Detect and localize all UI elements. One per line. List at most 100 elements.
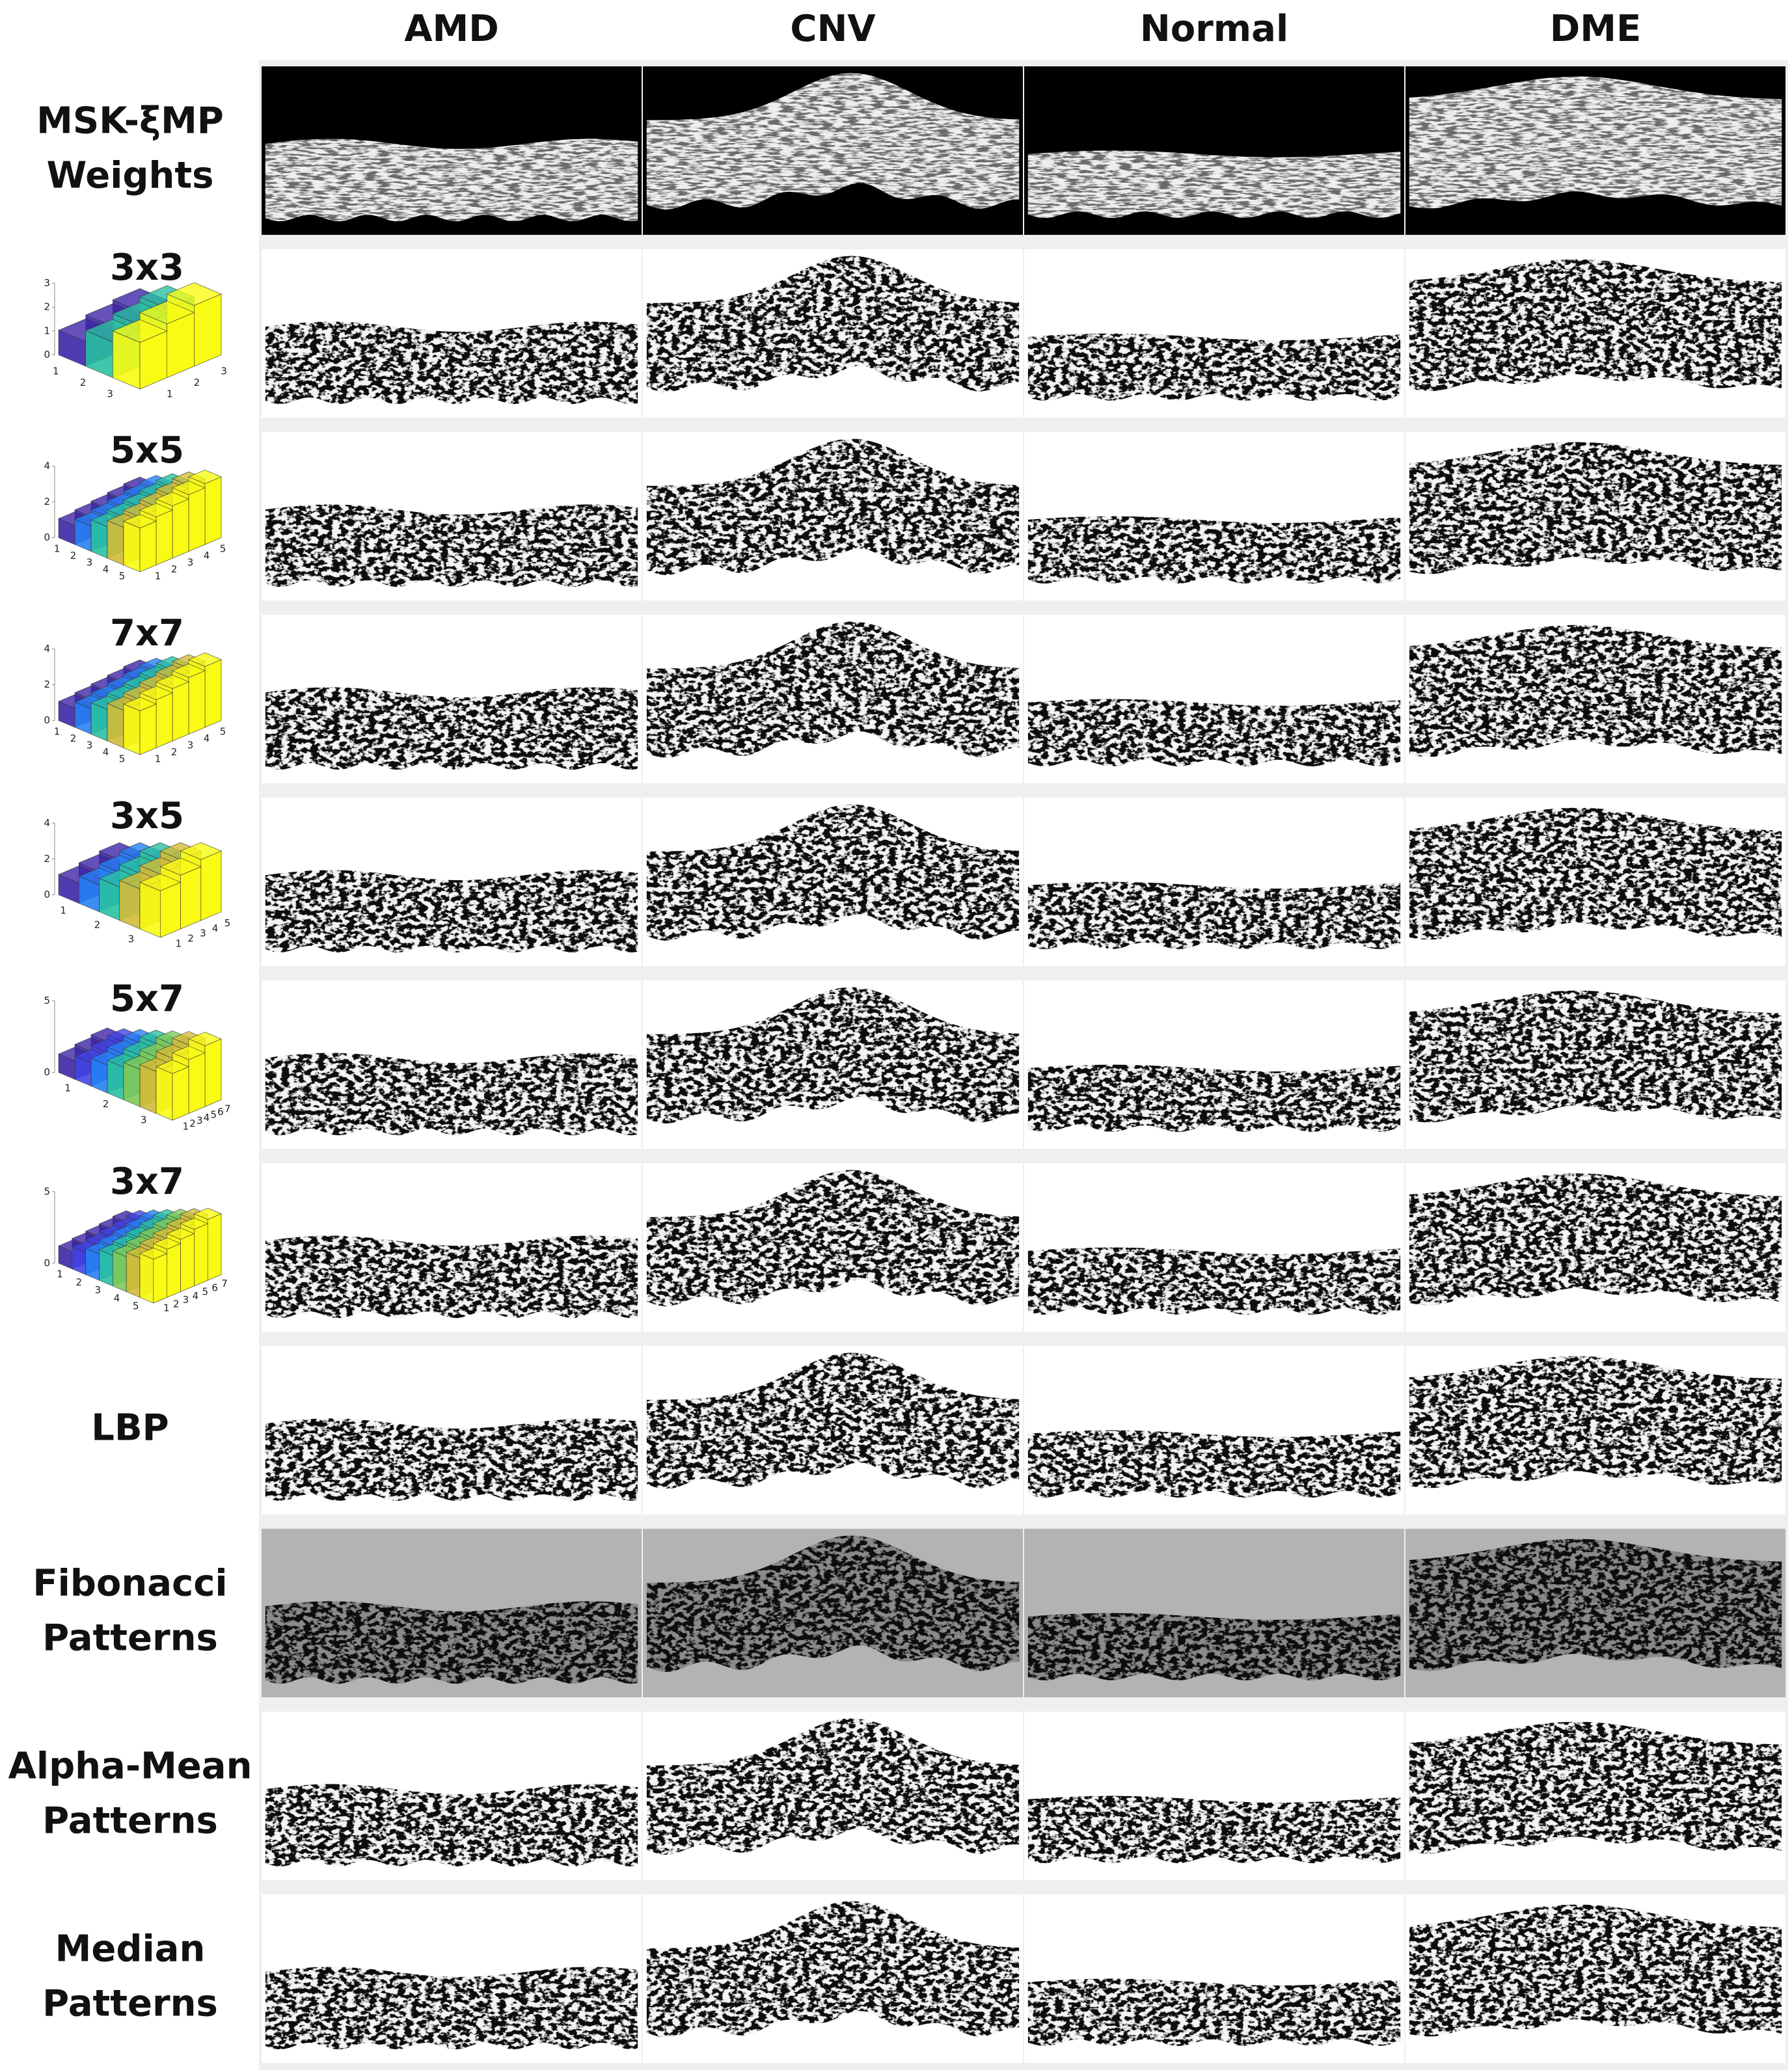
pattern-map (1027, 1613, 1401, 1681)
tick-label: 3 (87, 740, 93, 751)
oct-scan (646, 73, 1020, 210)
pattern-map (646, 1170, 1020, 1307)
bar-face (172, 1066, 189, 1121)
bar-top (156, 675, 189, 689)
bar-face (160, 881, 181, 938)
tick-label: 4 (103, 746, 109, 758)
bar-face (156, 1066, 173, 1121)
bar-face (188, 670, 206, 734)
pattern-map (1027, 881, 1401, 950)
bar-face (107, 703, 124, 748)
bar-face (188, 487, 206, 552)
pattern-map (1409, 1904, 1782, 2037)
bar-top (193, 1207, 222, 1220)
tick-label: 5 (202, 1286, 209, 1298)
bar-face (207, 1213, 222, 1281)
pattern-map (265, 1418, 638, 1501)
tick-label: 3 (44, 277, 50, 289)
tick-label: 4 (103, 563, 109, 575)
bar-top (139, 873, 182, 891)
tick-label: 1 (155, 571, 161, 582)
bar-top (156, 1059, 189, 1074)
pattern-map (1409, 1539, 1782, 1671)
tick-label: 0 (44, 889, 50, 900)
pattern-map (265, 1601, 638, 1684)
pattern-map (265, 687, 638, 770)
tick-label: 1 (54, 543, 61, 555)
row-label: 7x7 (110, 612, 184, 654)
pattern-map (1027, 333, 1401, 401)
tick-label: 2 (44, 853, 50, 865)
row-label: LBP (91, 1407, 169, 1449)
pattern-map (265, 1967, 638, 2050)
bar-face (204, 659, 222, 728)
pattern-map (265, 504, 638, 587)
bar-face (180, 1233, 195, 1292)
pattern-map (1027, 1247, 1401, 1315)
bar-face (167, 1243, 181, 1298)
bar-top (112, 319, 168, 343)
bar-top (166, 1228, 195, 1240)
bar-face (126, 1252, 141, 1298)
bar-top (188, 470, 222, 484)
bar-top (180, 842, 222, 860)
row-label: Median (55, 1928, 206, 1971)
pattern-map (1409, 1173, 1782, 1306)
bar-top (139, 686, 173, 700)
pattern-map (646, 256, 1020, 393)
pattern-map (1409, 1356, 1782, 1488)
bar-face (123, 520, 141, 572)
oct-scan (1409, 76, 1782, 209)
tick-label: 1 (64, 1083, 71, 1094)
tick-label: 2 (44, 679, 50, 690)
tick-label: 6 (211, 1282, 218, 1293)
pattern-map (646, 987, 1020, 1124)
bar-face (99, 1249, 113, 1287)
oct-scan (1027, 150, 1401, 219)
pattern-map (646, 804, 1020, 941)
row-label: MSK-ξMP (36, 100, 224, 142)
tick-label: 1 (61, 905, 67, 917)
tick-label: 3 (187, 740, 194, 751)
tick-label: 3 (107, 388, 113, 399)
bar-top (172, 1045, 206, 1060)
row-label: 3x7 (110, 1161, 184, 1203)
tick-label: 1 (53, 365, 59, 377)
bar-face (113, 1250, 127, 1292)
tick-label: 2 (173, 1298, 180, 1310)
tick-label: 3 (128, 933, 135, 945)
pattern-map (265, 321, 638, 405)
tick-label: 4 (204, 550, 210, 561)
tick-label: 1 (176, 937, 182, 949)
bar-top (172, 481, 206, 495)
tick-label: 2 (171, 746, 178, 758)
row-label: 3x5 (110, 795, 184, 837)
pattern-map (646, 438, 1020, 576)
bar-face (107, 520, 124, 565)
tick-label: 4 (204, 1112, 210, 1123)
column-header: AMD (404, 8, 499, 50)
row-label: Patterns (42, 1800, 218, 1842)
tick-label: 6 (217, 1106, 224, 1118)
tick-label: 0 (44, 531, 50, 543)
pattern-map (1409, 442, 1782, 574)
bar-face (139, 703, 157, 755)
bar-face (153, 1253, 168, 1304)
bar-top (188, 1032, 222, 1046)
pattern-map (646, 1718, 1020, 1855)
tick-label: 0 (44, 1257, 50, 1269)
tick-label: 0 (44, 1066, 50, 1078)
tick-label: 2 (44, 496, 50, 507)
tick-label: 4 (204, 733, 210, 744)
pattern-map (1409, 807, 1782, 940)
tick-label: 2 (80, 377, 87, 388)
bar-face (156, 692, 173, 748)
tick-label: 5 (44, 1185, 50, 1197)
bar-face (139, 1253, 154, 1304)
bar-top (139, 503, 173, 517)
tick-label: 1 (183, 1121, 189, 1133)
bar-top (139, 301, 195, 325)
